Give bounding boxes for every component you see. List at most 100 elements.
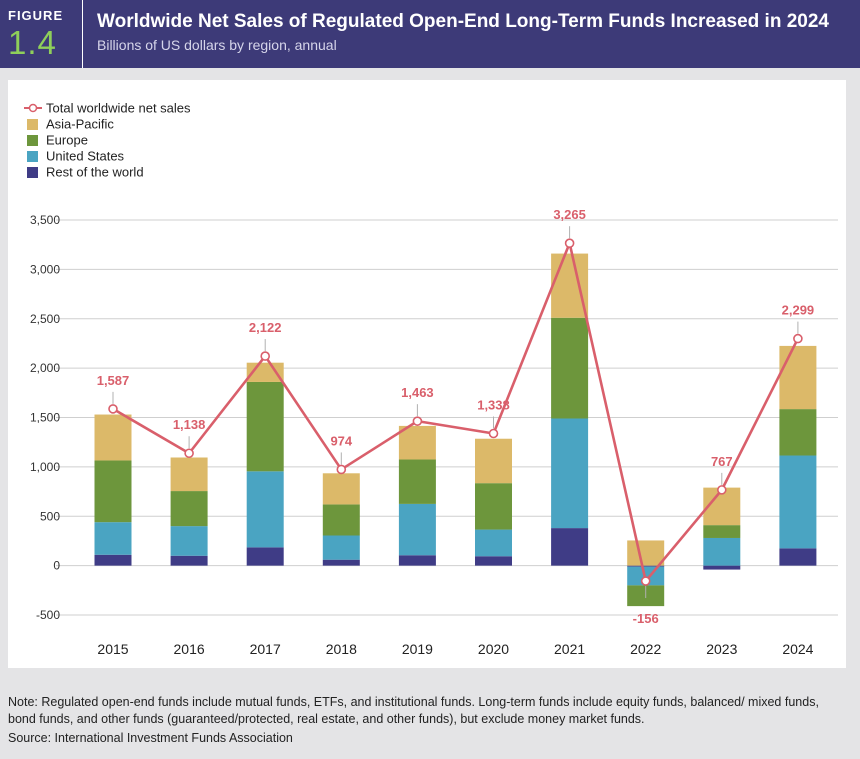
- x-tick-label: 2021: [554, 641, 585, 657]
- total-label-2019: 1,463: [401, 385, 434, 400]
- y-tick-label: 1,500: [30, 411, 60, 425]
- total-label-2016: 1,138: [173, 417, 206, 432]
- total-point-2022: [640, 576, 651, 586]
- bar-asia-pacific-2019: [398, 425, 436, 460]
- bar-rest-of-world-2017: [246, 547, 284, 566]
- total-label-2024: 2,299: [782, 303, 815, 318]
- total-line: 1,587 1,138 2,122 974 1,463 1,338 3,265 -156 767…: [97, 207, 814, 626]
- bars: [94, 253, 817, 607]
- y-tick-label: -500: [36, 608, 60, 622]
- y-tick-label: 2,000: [30, 361, 60, 375]
- bar-rest-of-world-2023: [703, 565, 741, 570]
- x-tick-label: 2018: [326, 641, 357, 657]
- x-tick-label: 2024: [782, 641, 813, 657]
- bar-asia-pacific-2024: [779, 345, 817, 410]
- bar-europe-2016: [170, 491, 208, 527]
- x-tick-label: 2016: [174, 641, 205, 657]
- total-point-2023: [716, 485, 727, 495]
- bar-asia-pacific-2020: [475, 438, 512, 484]
- legend-swatch-rest-of-world: [27, 167, 38, 178]
- bar-rest-of-world-2021: [551, 528, 589, 566]
- bar-europe-2024: [779, 409, 817, 456]
- bar-united-states-2016: [170, 526, 208, 556]
- chart-title: Worldwide Net Sales of Regulated Open-En…: [97, 11, 829, 32]
- total-label-2017: 2,122: [249, 320, 282, 335]
- total-point-2021: [564, 238, 575, 249]
- total-point-2017: [260, 351, 271, 361]
- bar-united-states-2024: [779, 455, 817, 549]
- bar-asia-pacific-2022: [627, 540, 665, 566]
- bar-asia-pacific-2015: [94, 414, 132, 461]
- bar-united-states-2018: [322, 535, 360, 560]
- legend: Total worldwide net salesAsia-PacificEur…: [24, 101, 191, 180]
- total-point-2024: [793, 333, 803, 344]
- legend-label-rest-of-world: Rest of the world: [46, 165, 144, 180]
- legend-line-marker: [28, 103, 38, 113]
- bar-rest-of-world-2015: [94, 554, 132, 566]
- source-line: Source: International Investment Funds A…: [8, 731, 293, 745]
- total-point-2018: [336, 464, 347, 475]
- x-tick-label: 2015: [97, 641, 128, 657]
- bar-rest-of-world-2016: [170, 555, 208, 566]
- x-tick-label: 2023: [706, 641, 737, 657]
- legend-swatch-europe: [27, 135, 38, 146]
- bar-asia-pacific-2018: [322, 473, 360, 505]
- figure-word: FIGURE: [8, 8, 64, 23]
- legend-label-total: Total worldwide net sales: [46, 101, 191, 116]
- legend-label-asia-pacific: Asia-Pacific: [46, 117, 114, 132]
- y-tick-label: 3,000: [30, 262, 60, 276]
- legend-label-europe: Europe: [46, 133, 88, 148]
- total-line-path: [112, 241, 800, 583]
- total-label-2021: 3,265: [553, 207, 586, 222]
- stacked-bar-chart: 1,587 1,138 2,122 974 1,463 1,338 3,265 -156 767…: [24, 101, 838, 657]
- total-point-2015: [108, 404, 118, 414]
- chart-panel: 1,587 1,138 2,122 974 1,463 1,338 3,265 -156 767…: [8, 80, 846, 668]
- bar-asia-pacific-2021: [551, 253, 589, 318]
- x-tick-label: 2019: [402, 641, 433, 657]
- bar-asia-pacific-2016: [170, 457, 208, 492]
- bar-united-states-2021: [551, 418, 589, 529]
- bar-united-states-2015: [94, 522, 132, 555]
- total-label-2015: 1,587: [97, 373, 130, 388]
- bar-rest-of-world-2020: [475, 556, 512, 566]
- bar-europe-2018: [322, 504, 360, 536]
- total-point-2016: [184, 448, 194, 459]
- bar-united-states-2019: [398, 503, 436, 556]
- total-point-2019: [412, 416, 423, 426]
- legend-swatch-asia-pacific: [27, 119, 38, 130]
- bar-europe-2021: [551, 317, 589, 419]
- y-tick-label: 1,000: [30, 460, 60, 474]
- total-label-2020: 1,338: [477, 397, 510, 412]
- header-divider: [82, 0, 83, 68]
- chart-subtitle: Billions of US dollars by region, annual: [97, 37, 337, 53]
- axis-labels: -500 0 500 1,000 1,500 2,000 2,500 3,000 3,500 20…: [30, 213, 814, 657]
- bar-europe-2019: [398, 459, 436, 504]
- y-tick-label: 2,500: [30, 312, 60, 326]
- bar-europe-2017: [246, 381, 284, 472]
- legend-swatch-united-states: [27, 151, 38, 162]
- bar-europe-2020: [475, 483, 512, 530]
- x-tick-label: 2022: [630, 641, 661, 657]
- figure-number: 1.4: [8, 24, 57, 61]
- bar-united-states-2020: [475, 529, 512, 557]
- bar-rest-of-world-2022: [627, 565, 665, 567]
- bar-united-states-2017: [246, 471, 284, 548]
- bar-europe-2023: [703, 525, 741, 538]
- bar-rest-of-world-2024: [779, 548, 817, 566]
- y-tick-label: 0: [53, 559, 60, 573]
- bar-europe-2015: [94, 460, 132, 523]
- figure-header: FIGURE 1.4 Worldwide Net Sales of Regula…: [0, 0, 860, 68]
- y-tick-label: 3,500: [30, 213, 60, 227]
- y-tick-label: 500: [40, 509, 60, 523]
- legend-label-united-states: United States: [46, 149, 125, 164]
- total-label-2023: 767: [711, 454, 733, 469]
- bar-rest-of-world-2019: [398, 555, 436, 566]
- total-label-2018: 974: [330, 433, 352, 448]
- x-tick-label: 2017: [250, 641, 281, 657]
- x-tick-label: 2020: [478, 641, 509, 657]
- bar-rest-of-world-2018: [322, 559, 360, 566]
- footnote: Note: Regulated open-end funds include m…: [8, 695, 819, 726]
- total-point-2020: [488, 428, 499, 439]
- total-label-2022: -156: [633, 611, 659, 626]
- bar-united-states-2023: [703, 537, 741, 566]
